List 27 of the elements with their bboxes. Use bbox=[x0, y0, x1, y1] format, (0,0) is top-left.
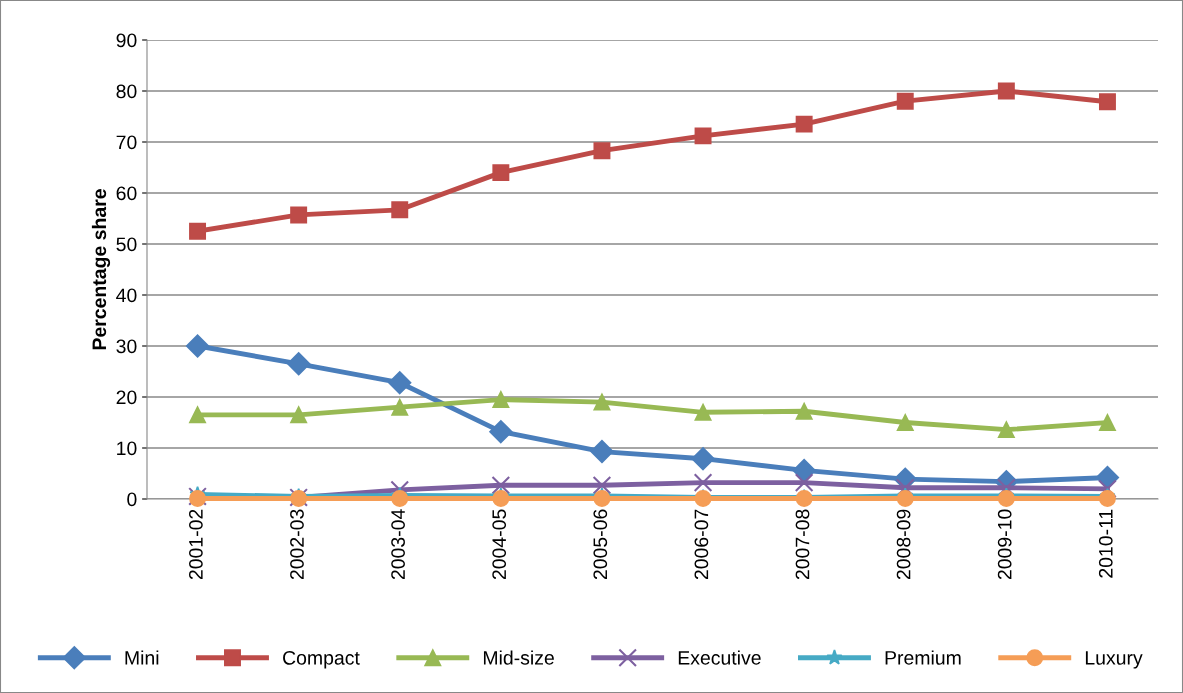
y-tick-label: 30 bbox=[116, 339, 137, 354]
y-tick-label: 90 bbox=[116, 33, 137, 48]
y-axis-title: Percentage share bbox=[91, 189, 111, 350]
legend-label: Compact bbox=[283, 650, 360, 669]
y-tick-label: 80 bbox=[116, 84, 137, 99]
x-tick-label: 2004-05 bbox=[492, 509, 507, 580]
x-tick-label: 2001-02 bbox=[189, 509, 203, 580]
legend-label: Luxury bbox=[1085, 651, 1143, 669]
x-tick-label: 2007-08 bbox=[795, 509, 810, 580]
legend-label: Executive bbox=[678, 650, 761, 665]
legend-label: Premium bbox=[885, 650, 961, 665]
y-tick-label: 10 bbox=[117, 441, 137, 456]
x-tick-label: 2008-09 bbox=[896, 509, 911, 580]
x-tick-label: 2002-03 bbox=[290, 509, 304, 580]
x-tick-label: 2003-04 bbox=[391, 509, 405, 580]
x-tick-label: 2010-11 bbox=[1098, 509, 1113, 578]
y-tick-label: 50 bbox=[116, 237, 137, 252]
y-tick-label: 70 bbox=[116, 135, 137, 150]
legend-label: Mid-size bbox=[483, 650, 554, 665]
y-tick-label: 20 bbox=[116, 390, 137, 405]
y-tick-label: 40 bbox=[116, 288, 137, 303]
x-tick-label: 2009-10 bbox=[997, 509, 1012, 580]
y-tick-label: 0 bbox=[127, 492, 137, 507]
x-tick-label: 2006-07 bbox=[694, 509, 709, 580]
legend-label: Mini bbox=[125, 650, 159, 665]
x-tick-label: 2005-06 bbox=[593, 509, 608, 580]
y-tick-label: 60 bbox=[116, 186, 137, 201]
